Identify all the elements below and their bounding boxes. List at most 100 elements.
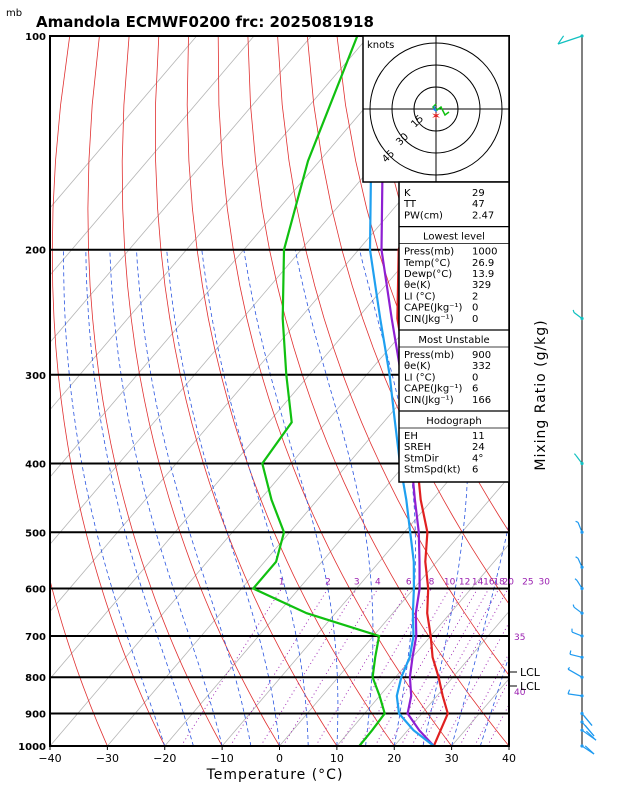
index-label: Press(mb) [404,350,454,361]
right-axis-label: Mixing Ratio (g/kg) [533,319,549,470]
mixing-ratio-line [441,621,509,746]
dry-adiabat [247,36,509,746]
temperature-tick: −10 [211,752,234,765]
temperature-tick: −20 [153,752,176,765]
dry-adiabat [50,578,108,746]
wind-barb [577,557,583,568]
mixing-ratio-line [374,588,465,746]
wind-barb-flag [572,604,575,608]
chart-title: Amandola ECMWF0200 frc: 2025081918 [36,13,374,31]
temperature-profile [396,36,474,746]
lcl-label: LCL [520,666,541,679]
temperature-tick: 40 [502,752,516,765]
mixing-ratio-line [400,588,490,746]
isotherm [50,36,370,411]
hodograph-trace [431,103,450,117]
indices-panel: K 29 TT 47 PW(cm) 2.47 Lowest level Press(mb) 10… [398,181,510,483]
mixing-ratio-label: 14 [472,577,484,587]
dry-adiabat [575,36,618,746]
mixing-ratio-label: 10 [444,577,456,587]
index-label: Temp(°C) [403,258,451,269]
section-title: Lowest level [423,232,485,243]
index-label: PW(cm) [404,210,443,221]
isotherm [50,36,427,478]
wind-barb-flag [584,745,595,755]
pressure-tick: 1000 [18,742,46,753]
mixing-ratio-label: 35 [514,633,525,643]
pressure-tick: 300 [25,371,46,382]
index-label: Dewp(°C) [404,269,452,280]
mixing-ratio-line [474,679,509,746]
index-value: 900 [472,350,491,361]
index-label: SREH [404,442,431,453]
index-value: 0 [472,372,478,383]
dry-adiabat [217,36,452,746]
index-value: 6 [472,384,478,395]
dry-adiabat [87,36,223,746]
temperature-tick: 0 [276,752,283,765]
index-label: CIN(Jkg⁻¹) [404,395,454,406]
temperature-tick-labels: −40 −30 −20 −10 0 10 20 30 40 [38,746,516,765]
index-value: 29 [472,188,485,199]
temperature-tick: 20 [387,752,401,765]
pressure-unit: mb [6,8,22,19]
index-label: LI (°C) [404,372,436,383]
wind-barb-flag [585,730,597,741]
isotherm [221,409,509,746]
mixing-ratio-label: 12 [459,577,470,587]
dry-adiabat [277,36,509,676]
storm-motion-marker: ✶ [431,109,441,123]
pressure-tick: 500 [25,528,46,539]
index-label: θe(K) [404,280,431,291]
section-title: Hodograph [426,416,481,427]
index-value: 26.9 [472,258,494,269]
pressure-tick: 900 [25,710,46,721]
index-value: 6 [472,465,478,476]
section-title: Most Unstable [418,335,489,346]
index-label: CAPE(Jkg⁻¹) [404,384,462,395]
mixing-ratio-line [388,588,478,746]
wind-barb [575,455,583,464]
dry-adiabat [51,36,166,746]
mixing-ratio-label: 3 [354,577,360,587]
pressure-tick: 400 [25,459,46,470]
wind-barb-flag [574,578,578,581]
wind-barb [569,653,583,658]
index-label: θe(K) [404,361,431,372]
lcl-label: LCL [520,680,541,693]
index-value: 11 [472,431,485,442]
index-label: StmDir [404,453,439,464]
isotherm [50,36,197,209]
index-value: 166 [472,395,491,406]
temperature-tick: −40 [38,752,61,765]
dry-adiabat [155,36,338,746]
moist-adiabat [359,249,416,746]
isotherm [50,36,255,276]
index-value: 2.47 [472,210,494,221]
isotherm [50,207,509,746]
mixing-ratio-label: 2 [325,577,331,587]
index-value: 47 [472,199,485,210]
wind-barb [567,668,583,678]
index-label: Press(mb) [404,247,454,258]
wind-barb [567,693,583,697]
index-label: K [404,188,411,199]
mixing-ratio-line [411,588,500,746]
dry-adiabat [604,36,618,746]
mixing-ratio-label: 25 [522,577,533,587]
pressure-tick-labels: 100 200 300 400 500 600 700 800 900 1000 [18,32,46,753]
index-value: 4° [472,453,483,464]
moist-adiabat [166,249,280,746]
mixing-ratio-line [180,588,282,746]
dry-adiabat [186,36,395,746]
mixing-ratio-line [459,652,509,746]
mixing-ratio-label: 4 [375,577,381,587]
x-axis-label: Temperature (°C) [206,767,344,783]
index-label: TT [403,199,417,210]
mixing-ratio-line [260,588,358,746]
pressure-tick: 200 [25,246,46,257]
index-value: 0 [472,314,478,325]
mixing-ratio-line [358,588,450,746]
hodograph: knots 15 30 45 ✶ [362,35,510,183]
pressure-tick: 600 [25,584,46,595]
